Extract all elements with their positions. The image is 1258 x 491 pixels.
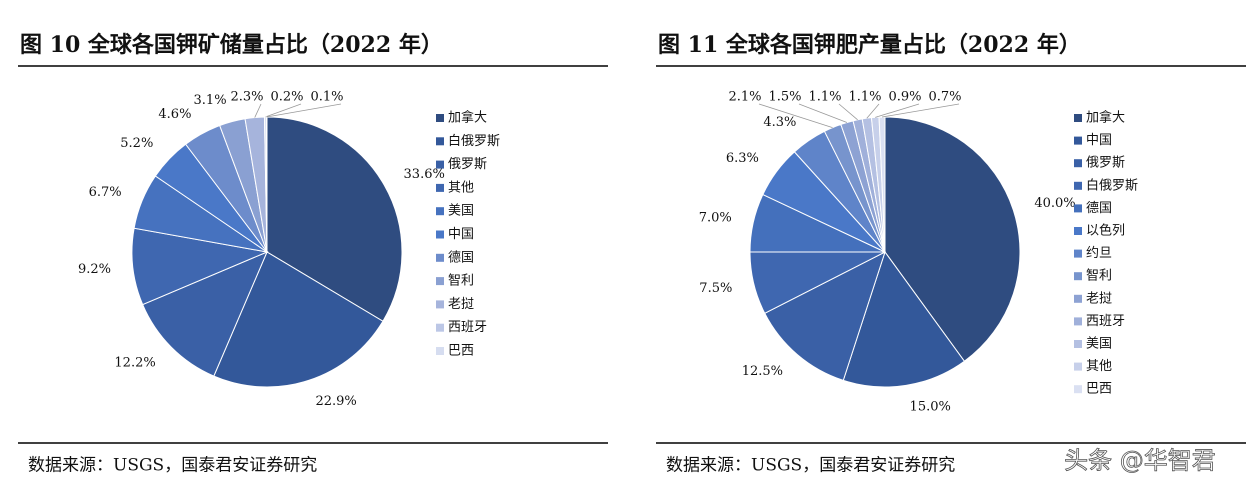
legend-swatch <box>1074 204 1082 213</box>
leader-line <box>266 103 342 118</box>
legend-label: 西班牙 <box>448 320 487 335</box>
legend-label: 其他 <box>448 180 474 195</box>
data-label: 4.6% <box>158 107 191 122</box>
pie-slice <box>213 251 384 388</box>
legend-swatch <box>1074 340 1082 348</box>
leader-line <box>866 103 880 119</box>
legend-label: 巴西 <box>448 344 474 359</box>
legend-label: 中国 <box>1086 133 1112 148</box>
data-label: 1.5% <box>768 90 801 105</box>
legend-swatch <box>436 114 444 122</box>
legend-swatch <box>1074 385 1082 394</box>
data-label: 5.2% <box>120 136 153 151</box>
source-note: 数据来源：USGS，国泰君安证券研究 <box>28 456 317 476</box>
source-note: 数据来源：USGS，国泰君安证券研究 <box>666 456 955 476</box>
data-label: 0.1% <box>310 90 343 105</box>
legend-label: 俄罗斯 <box>448 157 487 172</box>
legend-swatch <box>436 253 444 262</box>
data-label: 6.7% <box>89 185 122 200</box>
legend-swatch <box>1074 362 1082 371</box>
data-label: 7.5% <box>699 281 732 296</box>
legend-label: 白俄罗斯 <box>1086 177 1138 193</box>
data-label: 40.0% <box>1034 196 1075 211</box>
legend-label: 巴西 <box>1086 382 1112 397</box>
data-label: 4.3% <box>763 115 796 130</box>
leader-line <box>798 103 848 123</box>
legend-swatch <box>1074 136 1082 145</box>
legend-swatch <box>436 183 444 192</box>
legend-label: 老挝 <box>448 297 474 312</box>
pie-slice <box>842 250 966 388</box>
chart-title: 图 10 全球各国钾矿储量占比（2022 年） <box>20 32 443 58</box>
legend-label: 以色列 <box>1086 223 1125 239</box>
data-label: 1.1% <box>808 90 841 105</box>
legend-label: 俄罗斯 <box>1086 156 1125 171</box>
chart-title: 图 11 全球各国钾肥产量占比（2022 年） <box>658 32 1081 58</box>
legend-swatch <box>1074 181 1082 190</box>
legend-swatch <box>436 160 444 169</box>
data-label: 6.3% <box>726 151 759 166</box>
legend-swatch <box>436 207 444 216</box>
data-label: 2.1% <box>728 90 761 105</box>
legend-swatch <box>1074 227 1082 235</box>
data-label: 2.3% <box>230 90 263 105</box>
legend-label: 美国 <box>448 204 474 219</box>
legend-label: 老挝 <box>1086 291 1112 306</box>
watermark: 头条 @华智君 <box>1064 447 1216 475</box>
pie-slice <box>142 251 268 377</box>
data-label: 12.5% <box>742 364 783 379</box>
pie-slice <box>878 116 886 253</box>
legend-swatch <box>436 323 444 332</box>
legend-label: 其他 <box>1086 359 1112 374</box>
legend-label: 德国 <box>1086 201 1112 216</box>
legend-label: 加拿大 <box>448 110 487 126</box>
leader-line <box>875 103 920 118</box>
data-label: 1.1% <box>848 90 881 105</box>
leader-line <box>254 103 262 118</box>
legend-label: 加拿大 <box>1086 110 1125 126</box>
legend-label: 智利 <box>1086 269 1112 284</box>
legend-swatch <box>436 300 444 309</box>
data-label: 12.2% <box>114 355 155 370</box>
legend-label: 智利 <box>448 274 474 289</box>
data-label: 0.2% <box>270 90 303 105</box>
legend-swatch <box>436 230 444 239</box>
legend-swatch <box>436 137 444 146</box>
data-label: 7.0% <box>699 210 732 225</box>
legend-label: 西班牙 <box>1086 314 1125 329</box>
leader-line <box>265 103 302 118</box>
legend-swatch <box>1074 272 1082 281</box>
pie-slice <box>131 227 269 306</box>
pie-slice <box>884 116 1021 362</box>
legend-swatch <box>436 277 444 286</box>
legend-label: 白俄罗斯 <box>448 133 500 149</box>
data-label: 15.0% <box>910 400 951 415</box>
data-label: 22.9% <box>315 394 356 409</box>
legend-swatch <box>1074 159 1082 168</box>
legend-swatch <box>1074 294 1082 303</box>
pie-slice <box>764 251 886 382</box>
data-label: 33.6% <box>404 167 445 182</box>
pie-slice <box>266 116 403 322</box>
data-label: 9.2% <box>78 262 111 277</box>
leader-line <box>881 103 960 118</box>
legend-swatch <box>1074 249 1082 258</box>
data-label: 0.9% <box>888 90 921 105</box>
legend-label: 约旦 <box>1086 246 1112 261</box>
legend-swatch <box>1074 114 1082 122</box>
data-label: 0.7% <box>928 90 961 105</box>
legend-label: 德国 <box>448 250 474 265</box>
leader-line <box>838 103 858 121</box>
data-label: 3.1% <box>194 93 227 108</box>
legend-label: 中国 <box>448 227 474 242</box>
leader-line <box>758 103 833 128</box>
legend-label: 美国 <box>1086 337 1112 352</box>
legend-swatch <box>436 347 444 355</box>
legend-swatch <box>1074 317 1082 326</box>
